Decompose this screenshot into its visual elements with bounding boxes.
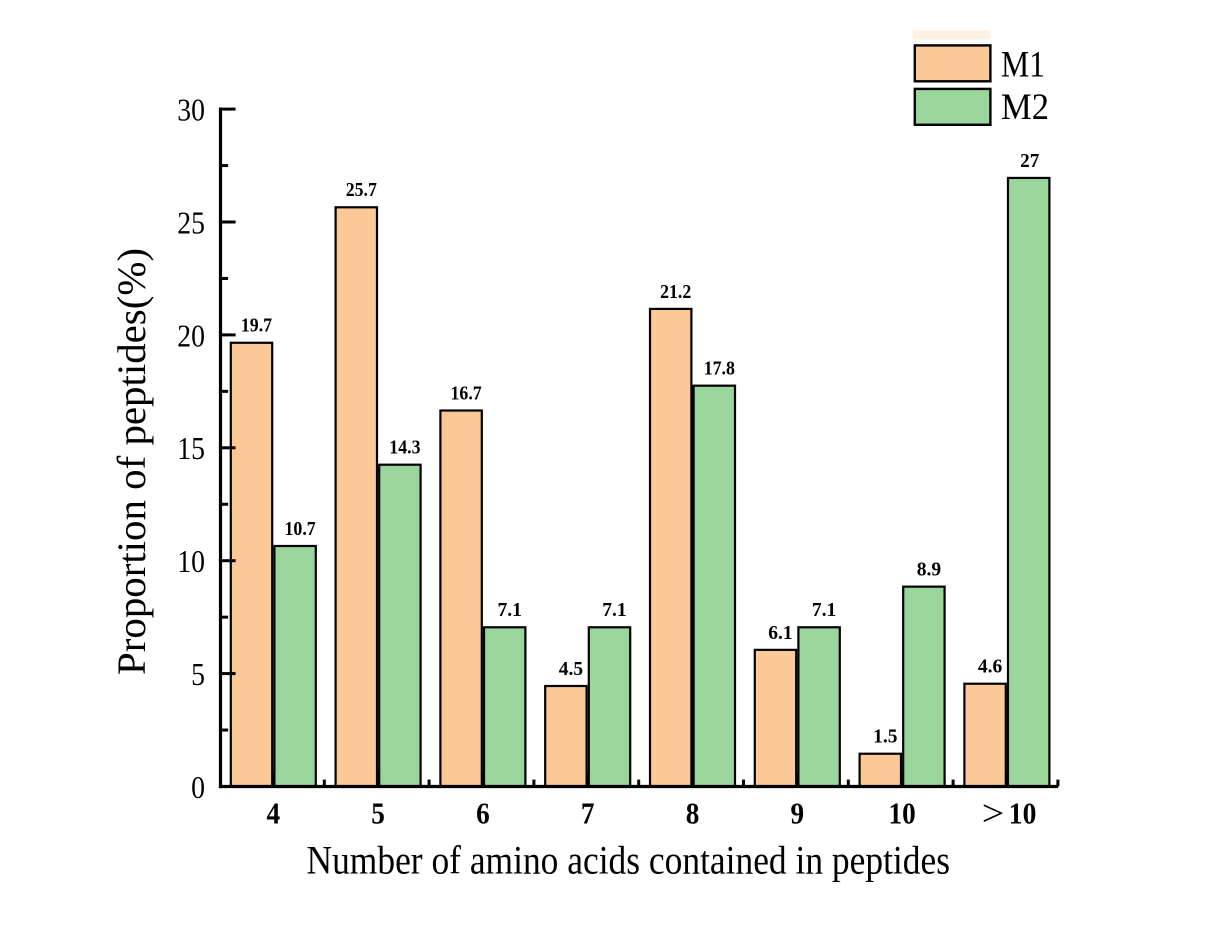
- svg-text:8.9: 8.9: [917, 559, 941, 581]
- svg-text:16.7: 16.7: [451, 382, 482, 404]
- svg-text:20: 20: [177, 318, 205, 353]
- svg-text:17.8: 17.8: [704, 358, 735, 380]
- svg-text:27: 27: [1020, 150, 1039, 172]
- svg-text:Proportion of peptides(%): Proportion of peptides(%): [109, 248, 154, 675]
- svg-text:10: 10: [1009, 796, 1037, 831]
- svg-text:5: 5: [371, 796, 385, 831]
- svg-text:10: 10: [889, 796, 916, 831]
- svg-text:5: 5: [191, 657, 205, 692]
- svg-text:9: 9: [791, 796, 805, 831]
- svg-text:4.6: 4.6: [978, 656, 1002, 678]
- svg-text:>: >: [982, 792, 1005, 833]
- svg-text:19.7: 19.7: [241, 315, 272, 337]
- svg-text:14.3: 14.3: [389, 437, 420, 459]
- svg-text:25: 25: [177, 205, 205, 240]
- svg-text:7: 7: [581, 796, 595, 831]
- svg-text:21.2: 21.2: [660, 281, 691, 303]
- svg-text:M2: M2: [1001, 87, 1049, 128]
- svg-text:Number of amino acids containe: Number of amino acids contained in pepti…: [307, 838, 951, 883]
- svg-text:7.1: 7.1: [602, 599, 626, 621]
- svg-text:4.5: 4.5: [559, 658, 583, 680]
- svg-text:6.1: 6.1: [768, 622, 792, 644]
- svg-text:4: 4: [267, 796, 281, 831]
- svg-text:8: 8: [686, 796, 700, 831]
- svg-text:M1: M1: [1001, 44, 1045, 85]
- svg-text:0: 0: [191, 770, 205, 805]
- svg-text:10: 10: [177, 544, 205, 579]
- svg-text:7.1: 7.1: [812, 599, 836, 621]
- svg-text:6: 6: [476, 796, 490, 831]
- svg-text:7.1: 7.1: [498, 599, 522, 621]
- svg-text:25.7: 25.7: [346, 179, 377, 201]
- svg-text:30: 30: [177, 93, 205, 128]
- svg-text:1.5: 1.5: [873, 726, 897, 748]
- svg-text:15: 15: [177, 431, 205, 466]
- svg-text:10.7: 10.7: [285, 518, 316, 540]
